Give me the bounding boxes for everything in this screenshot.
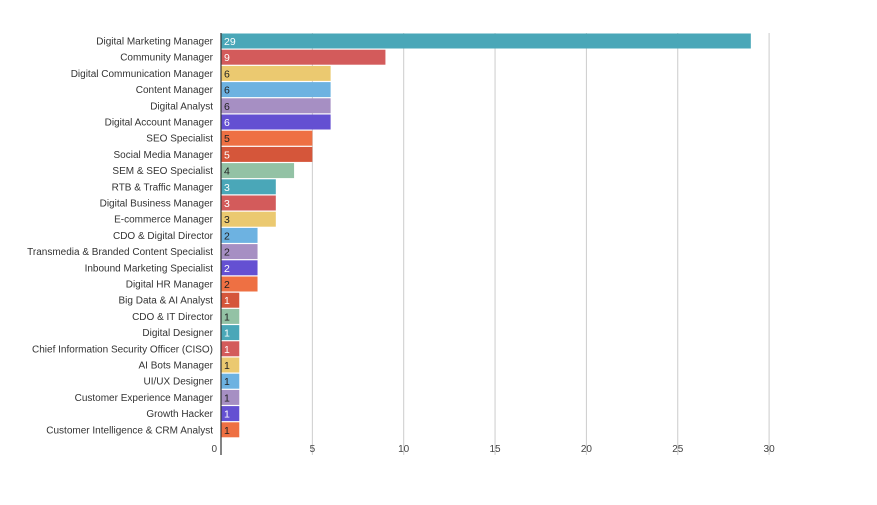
category-label: Digital Account Manager xyxy=(105,118,214,129)
bar xyxy=(221,325,240,341)
category-label: Customer Experience Manager xyxy=(75,393,214,404)
x-tick-label: 0 xyxy=(211,444,217,455)
category-label: Digital Business Manager xyxy=(100,199,214,210)
x-tick-label: 30 xyxy=(764,444,776,455)
data-label: 1 xyxy=(224,376,230,388)
bar xyxy=(221,98,331,114)
bar xyxy=(221,65,331,81)
bar xyxy=(221,227,258,243)
bar xyxy=(221,130,313,146)
category-label: SEM & SEO Specialist xyxy=(112,166,213,177)
bar xyxy=(221,341,240,357)
data-label: 2 xyxy=(224,247,230,259)
category-label: Growth Hacker xyxy=(146,409,213,420)
category-label: CDO & Digital Director xyxy=(113,231,214,242)
data-label: 1 xyxy=(224,344,230,356)
data-label: 1 xyxy=(224,295,230,307)
data-label: 4 xyxy=(224,166,230,178)
category-label: Inbound Marketing Specialist xyxy=(85,263,214,274)
bar xyxy=(221,373,240,389)
category-label: Digital Marketing Manager xyxy=(96,37,213,48)
data-label: 3 xyxy=(224,182,230,194)
category-label: Customer Intelligence & CRM Analyst xyxy=(46,425,213,436)
data-label: 2 xyxy=(224,279,230,291)
category-label: Big Data & AI Analyst xyxy=(119,296,214,307)
category-label: Digital Communication Manager xyxy=(71,69,214,80)
data-label: 5 xyxy=(224,149,230,161)
data-label: 2 xyxy=(224,263,230,275)
data-label: 1 xyxy=(224,425,230,437)
x-tick-label: 15 xyxy=(489,444,501,455)
bar xyxy=(221,357,240,373)
category-label: CDO & IT Director xyxy=(132,312,214,323)
bar xyxy=(221,422,240,438)
data-label: 6 xyxy=(224,85,230,97)
bar xyxy=(221,308,240,324)
data-label: 6 xyxy=(224,117,230,129)
category-label: E-commerce Manager xyxy=(114,215,214,226)
category-label: Transmedia & Branded Content Specialist xyxy=(27,247,213,258)
x-tick-label: 5 xyxy=(310,444,316,455)
x-tick-label: 20 xyxy=(581,444,593,455)
data-label: 1 xyxy=(224,409,230,421)
data-label: 9 xyxy=(224,52,230,64)
bar xyxy=(221,163,295,179)
x-tick-label: 25 xyxy=(672,444,684,455)
category-label: Digital Designer xyxy=(142,328,213,339)
bar xyxy=(221,389,240,405)
bar xyxy=(221,276,258,292)
category-label: Digital HR Manager xyxy=(126,280,214,291)
data-label: 6 xyxy=(224,101,230,113)
bar xyxy=(221,211,276,227)
category-label: SEO Specialist xyxy=(146,134,213,145)
bar xyxy=(221,114,331,130)
data-label: 3 xyxy=(224,214,230,226)
data-label: 5 xyxy=(224,133,230,145)
data-label: 1 xyxy=(224,328,230,340)
category-label: Content Manager xyxy=(136,85,214,96)
bar xyxy=(221,179,276,195)
data-label: 1 xyxy=(224,360,230,372)
bar xyxy=(221,195,276,211)
category-label: Digital Analyst xyxy=(150,101,213,112)
x-tick-label: 10 xyxy=(398,444,410,455)
bar xyxy=(221,33,751,49)
data-label: 1 xyxy=(224,392,230,404)
data-label: 29 xyxy=(224,36,236,48)
category-label: AI Bots Manager xyxy=(139,361,214,372)
category-label: Community Manager xyxy=(120,53,213,64)
category-label: Social Media Manager xyxy=(114,150,214,161)
bar xyxy=(221,49,386,65)
bar xyxy=(221,406,240,422)
category-label: UI/UX Designer xyxy=(144,377,214,388)
category-label: Chief Information Security Officer (CISO… xyxy=(32,344,213,355)
bar xyxy=(221,146,313,162)
bar xyxy=(221,260,258,276)
category-label: RTB & Traffic Manager xyxy=(112,182,214,193)
data-label: 2 xyxy=(224,230,230,242)
bar xyxy=(221,244,258,260)
data-label: 6 xyxy=(224,68,230,80)
data-label: 1 xyxy=(224,311,230,323)
data-label: 3 xyxy=(224,198,230,210)
bar xyxy=(221,292,240,308)
bar xyxy=(221,82,331,98)
